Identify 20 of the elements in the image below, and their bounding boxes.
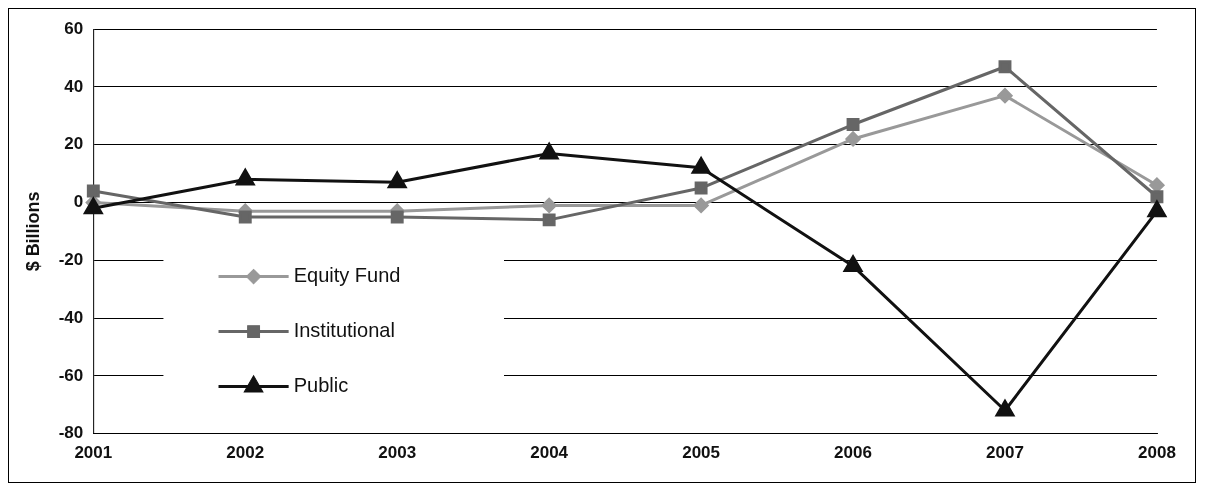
y-tick-label: 60	[64, 18, 84, 38]
y-tick-label: 20	[64, 134, 84, 154]
y-axis-title: $ Billions	[22, 191, 43, 272]
legend-label: Public	[293, 374, 349, 397]
x-tick-label: 2002	[226, 443, 265, 463]
y-tick-label: -20	[58, 249, 84, 269]
x-tick-label: 2006	[834, 443, 872, 463]
x-tick-label: 2007	[986, 443, 1024, 463]
y-tick-label: -80	[58, 423, 84, 443]
legend-label: Equity Fund	[293, 264, 401, 287]
y-tick-label: -60	[58, 365, 84, 385]
y-tick-label: 40	[64, 76, 84, 96]
x-tick-label: 2004	[530, 443, 569, 463]
x-tick-label: 2008	[1138, 443, 1176, 463]
x-tick-label: 2003	[378, 443, 417, 463]
y-tick-label: -40	[58, 307, 84, 327]
legend-label: Institutional	[293, 319, 395, 342]
x-tick-label: 2005	[682, 443, 721, 463]
y-tick-label: 0	[73, 192, 84, 212]
x-tick-label: 2001	[74, 443, 113, 463]
